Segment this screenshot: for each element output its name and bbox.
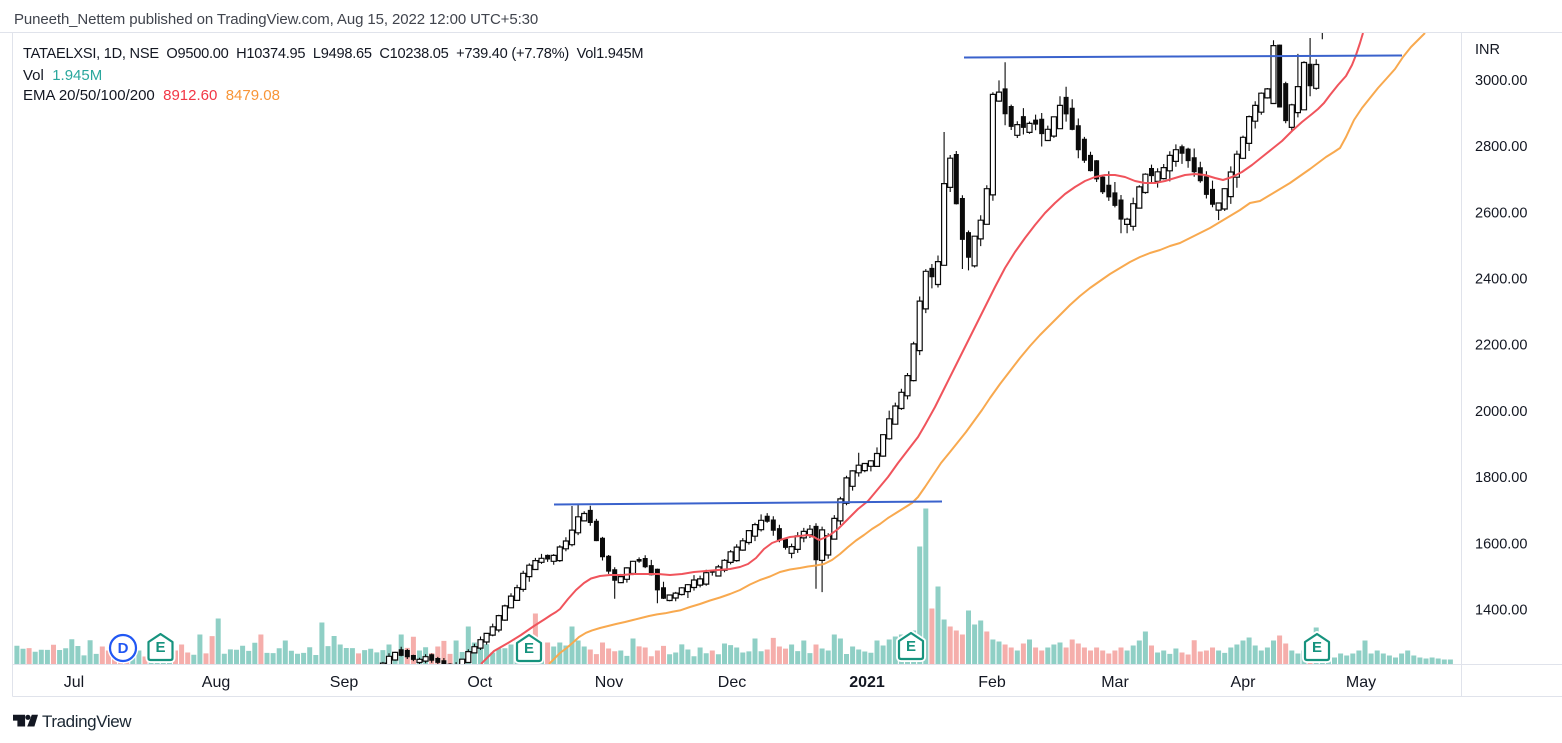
svg-text:Sep: Sep (330, 674, 359, 691)
svg-text:Apr: Apr (1231, 674, 1257, 691)
svg-text:Dec: Dec (718, 674, 746, 691)
svg-text:E: E (906, 638, 916, 655)
svg-text:2400.00: 2400.00 (1475, 272, 1527, 288)
svg-text:2021: 2021 (849, 674, 885, 691)
svg-text:Nov: Nov (595, 674, 623, 691)
svg-text:Jul: Jul (64, 674, 84, 691)
svg-text:1600.00: 1600.00 (1475, 536, 1527, 552)
svg-text:Puneeth_Nettem published on Tr: Puneeth_Nettem published on TradingView.… (14, 11, 538, 28)
svg-text:Vol 1.945M: Vol 1.945M (23, 67, 102, 84)
svg-text:INR: INR (1475, 42, 1500, 58)
svg-text:2200.00: 2200.00 (1475, 338, 1527, 354)
svg-text:2000.00: 2000.00 (1475, 404, 1527, 420)
svg-text:May: May (1346, 674, 1376, 691)
svg-text:Oct: Oct (467, 674, 492, 691)
svg-text:EMA 20/50/100/200 8912.60 84: EMA 20/50/100/200 8912.60 8479.08 (23, 87, 280, 104)
svg-text:E: E (1312, 639, 1322, 656)
svg-text:E: E (155, 639, 165, 656)
svg-text:Aug: Aug (202, 674, 230, 691)
svg-text:TATAELXSI, 1D, NSE O9500.00: TATAELXSI, 1D, NSE O9500.00 H10374.95 L9… (23, 46, 643, 62)
svg-text:Mar: Mar (1101, 674, 1129, 691)
svg-text:1800.00: 1800.00 (1475, 470, 1527, 486)
svg-text:D: D (118, 640, 129, 657)
svg-text:TradingView: TradingView (42, 712, 132, 731)
svg-text:1400.00: 1400.00 (1475, 603, 1527, 619)
svg-text:E: E (524, 640, 534, 657)
svg-text:2800.00: 2800.00 (1475, 139, 1527, 155)
svg-text:Feb: Feb (978, 674, 1006, 691)
svg-text:2600.00: 2600.00 (1475, 205, 1527, 221)
svg-text:3000.00: 3000.00 (1475, 73, 1527, 89)
